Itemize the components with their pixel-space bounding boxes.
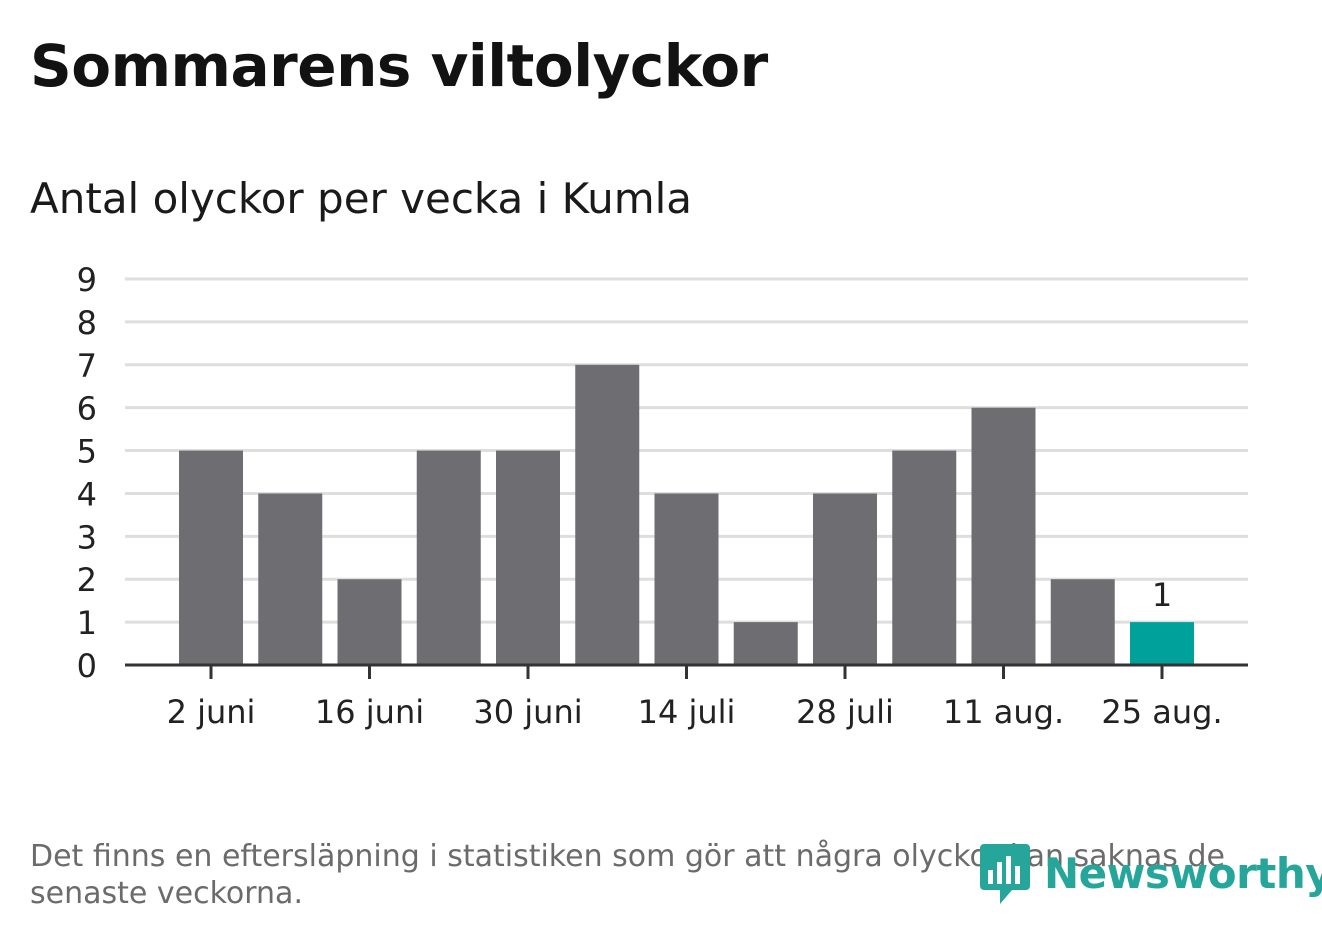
bar — [575, 364, 640, 665]
chart-title: Sommarens viltolyckor — [30, 32, 768, 100]
data-label: 1 — [1152, 576, 1172, 614]
bar — [258, 493, 323, 665]
bar-chart: 0 1 2 3 4 5 6 7 8 9 1 2 juni 16 juni 30 juni 14 juli 28… — [77, 261, 1248, 731]
x-tick-label: 28 juli — [796, 693, 894, 731]
y-tick-label: 3 — [77, 518, 97, 556]
chart-subtitle: Antal olyckor per vecka i Kumla — [30, 174, 693, 223]
y-tick-label: 6 — [77, 390, 97, 428]
bar — [416, 450, 481, 665]
bar — [496, 450, 560, 665]
bar — [654, 493, 719, 665]
bar — [337, 579, 402, 665]
x-tick-label: 16 juni — [315, 693, 424, 731]
y-tick-label: 0 — [77, 647, 97, 685]
y-tick-label: 7 — [77, 347, 97, 385]
bar — [1130, 622, 1194, 665]
y-tick-label: 9 — [77, 261, 97, 299]
x-tick-label: 2 juni — [167, 693, 256, 731]
x-tick-label: 30 juni — [473, 693, 582, 731]
x-tick-label: 14 juli — [638, 693, 736, 731]
bar — [813, 493, 877, 665]
bar — [179, 450, 243, 665]
bar — [971, 407, 1036, 665]
newsworthy-logo: Newsworthy — [978, 840, 1322, 906]
bar — [1050, 579, 1115, 665]
x-tick-label: 11 aug. — [943, 693, 1064, 731]
bar — [733, 622, 798, 665]
y-tick-label: 1 — [77, 604, 97, 642]
y-tick-label: 4 — [77, 475, 97, 513]
y-tick-label: 8 — [77, 304, 97, 342]
logo-name: Newsworthy — [1044, 848, 1322, 898]
bar-chart-speech-icon — [980, 844, 1030, 904]
x-tick-label: 25 aug. — [1101, 693, 1222, 731]
y-tick-label: 5 — [77, 433, 97, 471]
bar — [892, 450, 957, 665]
y-tick-label: 2 — [77, 561, 97, 599]
